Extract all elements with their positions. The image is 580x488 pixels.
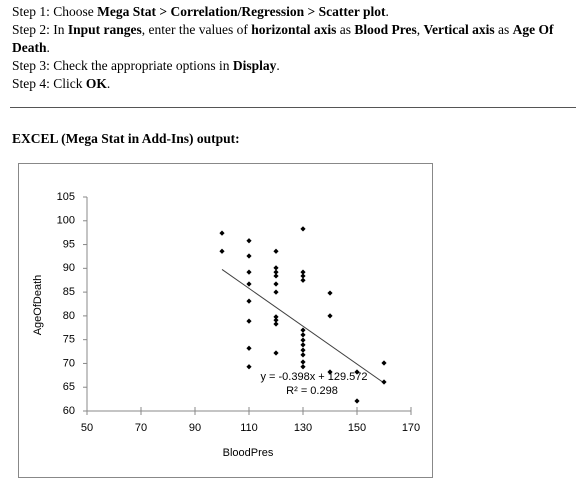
point — [246, 298, 252, 304]
y-tick-label: 60 — [63, 405, 75, 417]
point — [300, 226, 306, 232]
point — [300, 332, 306, 338]
step-text: OK — [85, 76, 107, 91]
point — [327, 369, 333, 375]
step-text: Step 4: Click — [12, 76, 86, 91]
point — [300, 352, 306, 358]
point — [381, 360, 387, 366]
point — [300, 347, 306, 353]
step-text: Blood Pres — [354, 22, 417, 37]
step-text: Step 2: In — [12, 22, 68, 37]
y-tick-label: 105 — [57, 191, 75, 203]
point — [273, 314, 279, 320]
point — [246, 345, 252, 351]
step-text: . — [106, 76, 111, 91]
step-text: . — [276, 58, 280, 73]
step-text: Step 1: Choose — [12, 4, 98, 19]
step-text: horizontal axis — [251, 22, 337, 37]
step-text: . — [385, 4, 389, 19]
y-tick-label: 90 — [63, 262, 75, 274]
point — [300, 364, 306, 370]
y-tick-label: 95 — [63, 238, 75, 250]
r-squared: R² = 0.298 — [286, 385, 338, 397]
point — [273, 350, 279, 356]
point — [273, 317, 279, 323]
point — [246, 269, 252, 275]
point — [273, 248, 279, 254]
point — [300, 269, 306, 275]
step: Step 2: In Input ranges, enter the value… — [12, 21, 572, 57]
x-tick-label: 150 — [348, 422, 366, 434]
point — [300, 342, 306, 348]
point — [273, 269, 279, 275]
point — [327, 313, 333, 319]
point — [219, 248, 225, 254]
point — [327, 290, 333, 296]
point — [300, 337, 306, 343]
step: Step 3: Check the appropriate options in… — [12, 57, 572, 75]
y-tick-label: 100 — [57, 215, 75, 227]
point — [246, 253, 252, 259]
step-text: as — [336, 22, 355, 37]
y-tick-label: 75 — [63, 334, 75, 346]
step-text: . — [46, 40, 50, 55]
point — [300, 273, 306, 279]
point — [354, 369, 360, 375]
point — [381, 379, 387, 385]
x-tick-label: 50 — [81, 422, 93, 434]
point — [219, 230, 225, 236]
y-tick-label: 80 — [63, 310, 75, 322]
x-tick-label: 110 — [240, 422, 258, 434]
point — [246, 318, 252, 324]
point — [300, 277, 306, 283]
step-text: Input ranges — [67, 22, 142, 37]
point — [300, 327, 306, 333]
trendline-equation: y = -0.398x + 129.572 — [260, 371, 367, 383]
point — [246, 364, 252, 370]
y-axis-title: AgeOfDeath — [32, 275, 44, 336]
step-text: Mega Stat > Correlation/Regression > Sca… — [97, 4, 386, 19]
step-text: as — [494, 22, 513, 37]
step: Step 1: Choose Mega Stat > Correlation/R… — [12, 3, 572, 21]
y-tick-label: 85 — [63, 286, 75, 298]
step-text: Vertical axis — [423, 22, 495, 37]
step-text: Age Of Death — [12, 22, 557, 55]
y-tick-label: 65 — [63, 381, 75, 393]
point — [300, 359, 306, 365]
point — [246, 238, 252, 244]
trendline — [221, 269, 385, 384]
step: Step 4: Click OK. — [12, 75, 572, 93]
x-tick-label: 170 — [402, 422, 420, 434]
x-tick-label: 70 — [135, 422, 147, 434]
point — [246, 281, 252, 287]
y-tick-label: 70 — [63, 357, 75, 369]
point — [273, 281, 279, 287]
point — [273, 289, 279, 295]
instructions: Step 1: Choose Mega Stat > Correlation/R… — [12, 3, 572, 93]
x-tick-label: 130 — [294, 422, 312, 434]
step-text: Display — [232, 58, 277, 73]
step-text: Step 3: Check the appropriate options in — [12, 58, 233, 73]
heading: EXCEL (Mega Stat in Add-Ins) output: — [12, 131, 240, 146]
point — [354, 398, 360, 404]
point — [273, 273, 279, 279]
chart-frame — [18, 163, 433, 478]
x-axis-title: BloodPres — [223, 447, 274, 459]
point — [273, 321, 279, 327]
point — [273, 265, 279, 271]
divider — [10, 107, 576, 108]
x-tick-label: 90 — [189, 422, 201, 434]
step-text: , enter the values of — [141, 22, 252, 37]
step-text: , — [416, 22, 424, 37]
